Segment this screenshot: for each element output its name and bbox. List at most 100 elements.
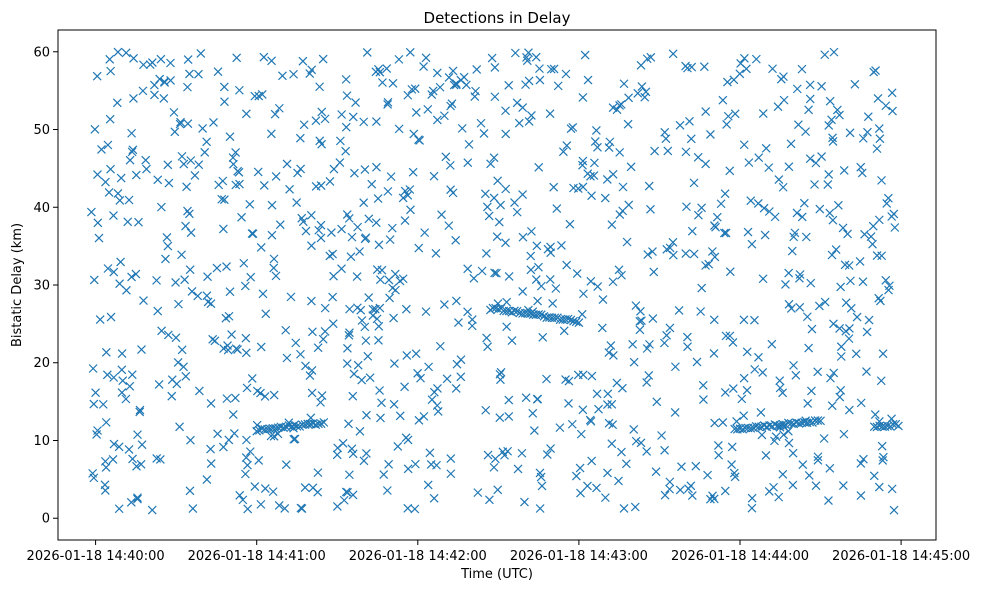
data-point (118, 376, 128, 386)
data-point (360, 322, 370, 332)
data-point (112, 98, 122, 108)
data-point (343, 343, 352, 353)
data-point (263, 424, 272, 434)
data-point (730, 109, 740, 119)
data-point (614, 476, 623, 486)
data-point (329, 271, 338, 281)
y-tick-label: 60 (33, 45, 50, 60)
data-point (805, 417, 815, 427)
data-point (839, 429, 849, 439)
data-point (706, 130, 715, 139)
data-point (161, 254, 170, 264)
data-point (701, 107, 711, 116)
data-point (162, 232, 172, 242)
data-point (534, 262, 543, 272)
data-point (248, 229, 258, 239)
data-point (691, 461, 701, 471)
y-tick-label: 30 (33, 279, 50, 294)
data-point (829, 368, 839, 378)
data-point (311, 116, 321, 126)
data-point (421, 307, 431, 317)
data-point (814, 301, 824, 311)
data-point (687, 226, 697, 236)
data-point (533, 296, 543, 306)
data-point (887, 212, 897, 221)
data-point (405, 47, 415, 57)
data-point (306, 210, 316, 220)
data-point (94, 233, 104, 243)
data-point (171, 277, 180, 287)
data-point (160, 78, 169, 87)
data-point (125, 155, 135, 165)
data-point (101, 347, 111, 357)
data-point (722, 119, 732, 129)
data-point (372, 314, 382, 324)
data-point (520, 497, 529, 507)
data-point (423, 104, 433, 114)
data-point (384, 459, 394, 469)
data-point (858, 277, 868, 287)
data-point (203, 272, 212, 282)
data-point (411, 459, 420, 469)
data-point (863, 112, 873, 122)
data-point (858, 133, 868, 143)
data-point (791, 370, 801, 380)
data-point (783, 418, 793, 428)
data-point (648, 314, 658, 323)
data-point (650, 146, 660, 156)
data-point (400, 216, 410, 226)
data-point (133, 494, 142, 504)
data-point (805, 80, 815, 90)
data-point (239, 258, 249, 268)
data-point (564, 398, 573, 408)
data-point (108, 454, 118, 464)
x-tick-label: 2026-01-18 14:44:00 (671, 549, 809, 564)
data-point (518, 190, 528, 200)
data-point (526, 251, 536, 261)
data-point (196, 49, 206, 58)
data-point (398, 193, 408, 203)
data-point (241, 348, 251, 358)
data-point (878, 452, 888, 462)
data-point (269, 254, 279, 264)
data-point (335, 158, 345, 167)
data-point (856, 398, 866, 408)
data-point (548, 299, 558, 308)
data-point (629, 425, 639, 434)
data-point (561, 69, 571, 79)
data-point (180, 275, 190, 285)
data-point (710, 221, 719, 230)
data-point (145, 60, 155, 70)
data-point (306, 296, 316, 306)
data-point (256, 342, 266, 352)
data-point (254, 91, 264, 101)
data-point (590, 137, 600, 146)
data-point (878, 349, 888, 359)
data-point (256, 499, 266, 509)
data-point (487, 53, 497, 63)
data-point (580, 50, 590, 60)
data-point (299, 120, 309, 130)
data-point (881, 101, 891, 111)
data-point (856, 491, 866, 501)
data-point (739, 373, 749, 383)
data-point (435, 341, 445, 351)
data-point (563, 314, 573, 324)
data-point (719, 228, 729, 238)
data-point (484, 495, 494, 505)
data-point (571, 471, 581, 481)
data-point (388, 283, 397, 293)
data-point (493, 304, 503, 314)
data-point (721, 228, 731, 238)
data-point (713, 441, 723, 450)
data-point (383, 100, 393, 109)
data-point (829, 319, 838, 329)
data-point (512, 306, 522, 316)
data-point (576, 488, 585, 498)
data-point (709, 494, 719, 504)
data-point (598, 295, 608, 304)
data-point (587, 191, 596, 201)
data-point (213, 429, 223, 439)
x-tick-label: 2026-01-18 14:43:00 (510, 549, 648, 564)
data-point (361, 233, 371, 243)
